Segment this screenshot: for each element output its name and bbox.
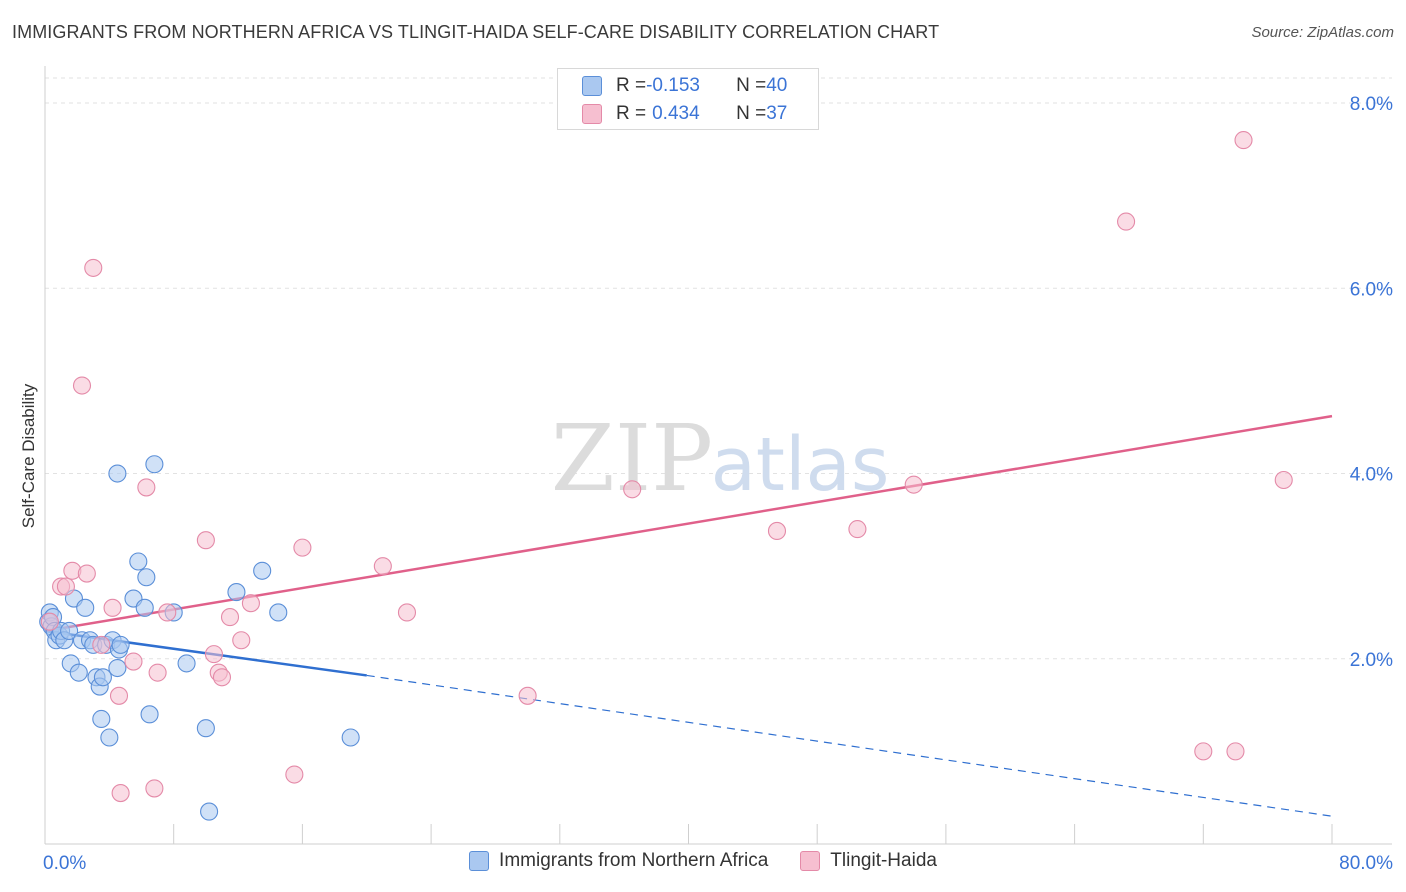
point-northern-africa xyxy=(108,658,127,678)
point-tlingit-haida xyxy=(92,635,111,654)
stats-r-label: R = xyxy=(616,75,647,96)
point-tlingit-haida xyxy=(137,478,156,497)
point-tlingit-haida xyxy=(1274,470,1293,490)
point-tlingit-haida xyxy=(111,784,130,803)
point-tlingit-haida xyxy=(293,538,312,557)
y-tick-label: 4.0% xyxy=(1350,465,1393,486)
y-tick-label: 6.0% xyxy=(1350,279,1393,300)
stats-n-value: 40 xyxy=(766,75,788,96)
point-tlingit-haida xyxy=(148,663,167,682)
legend-item-tlingit-haida[interactable]: Tlingit-Haida xyxy=(800,850,937,872)
point-tlingit-haida xyxy=(196,531,215,550)
y-tick-label: 2.0% xyxy=(1350,650,1393,671)
point-tlingit-haida xyxy=(285,765,304,784)
point-northern-africa xyxy=(269,603,288,622)
point-tlingit-haida xyxy=(72,376,92,395)
stats-r-value: 0.434 xyxy=(652,103,700,124)
stats-n-value: 37 xyxy=(766,103,788,124)
legend-label: Immigrants from Northern Africa xyxy=(499,850,769,871)
legend-label: Tlingit-Haida xyxy=(830,850,937,871)
grid-layer xyxy=(45,77,1392,660)
trend-line-blue-extension xyxy=(366,674,1333,817)
point-tlingit-haida xyxy=(103,598,122,617)
point-tlingit-haida xyxy=(212,668,232,687)
point-tlingit-haida xyxy=(109,686,129,705)
point-northern-africa xyxy=(341,728,360,747)
point-tlingit-haida xyxy=(145,779,164,798)
y-tick-label: 8.0% xyxy=(1350,94,1393,115)
point-northern-africa xyxy=(177,654,196,673)
stats-row-pink: R = 0.434 N = 37 xyxy=(582,101,787,127)
point-northern-africa xyxy=(100,728,119,747)
point-tlingit-haida xyxy=(232,631,251,650)
point-tlingit-haida xyxy=(84,258,103,277)
point-northern-africa xyxy=(227,583,246,602)
point-tlingit-haida xyxy=(124,652,143,671)
point-northern-africa xyxy=(253,561,272,580)
bottom-legend: Immigrants from Northern Africa Tlingit-… xyxy=(0,850,1406,872)
x-tick-label: 0.0% xyxy=(43,853,86,874)
stats-swatch-pink xyxy=(582,104,602,124)
watermark: ZIP atlas xyxy=(551,405,890,512)
point-northern-africa xyxy=(108,464,127,483)
point-northern-africa xyxy=(145,455,164,474)
point-northern-africa xyxy=(129,552,148,571)
point-tlingit-haida xyxy=(1226,742,1245,761)
legend-swatch-pink xyxy=(800,851,821,871)
point-tlingit-haida xyxy=(204,645,223,664)
point-tlingit-haida xyxy=(56,577,75,596)
point-northern-africa xyxy=(200,802,219,821)
point-tlingit-haida xyxy=(373,557,392,576)
stats-row-blue: R = -0.153 N = 40 xyxy=(582,73,787,99)
legend-swatch-blue xyxy=(469,851,490,871)
point-tlingit-haida xyxy=(77,564,96,583)
point-northern-africa xyxy=(60,621,79,641)
point-tlingit-haida xyxy=(1117,212,1136,231)
point-tlingit-haida xyxy=(1194,742,1213,761)
point-northern-africa xyxy=(140,705,159,724)
point-tlingit-haida xyxy=(767,521,787,540)
stats-legend: R = -0.153 N = 40 R = 0.434 N = 37 xyxy=(557,68,819,130)
point-tlingit-haida xyxy=(397,603,417,622)
point-tlingit-haida xyxy=(904,475,923,494)
stats-swatch-blue xyxy=(582,76,602,96)
point-northern-africa xyxy=(76,598,95,617)
points-layer xyxy=(39,131,1293,821)
x-tick-label: 80.0% xyxy=(1339,853,1393,874)
trend-line-pink xyxy=(44,414,1333,633)
watermark-atlas: atlas xyxy=(711,422,890,508)
point-tlingit-haida xyxy=(158,603,177,622)
point-northern-africa xyxy=(135,598,154,617)
chart-title: IMMIGRANTS FROM NORTHERN AFRICA VS TLING… xyxy=(12,22,940,42)
point-tlingit-haida xyxy=(518,686,537,705)
point-tlingit-haida xyxy=(40,612,59,631)
point-tlingit-haida xyxy=(220,608,240,627)
stats-n-label: N = xyxy=(736,103,767,124)
stats-n-label: N = xyxy=(736,75,767,96)
axes-layer: 2.0% 4.0% 6.0% 8.0% 0.0% 80.0% xyxy=(43,66,1393,874)
point-tlingit-haida xyxy=(848,520,867,539)
stats-r-label: R = xyxy=(616,103,647,124)
point-northern-africa xyxy=(137,568,156,587)
point-tlingit-haida xyxy=(1234,131,1253,150)
stats-r-value: -0.153 xyxy=(646,75,700,96)
point-northern-africa xyxy=(69,663,88,682)
y-axis-label: Self-Care Disability xyxy=(19,383,38,528)
point-northern-africa xyxy=(93,668,112,687)
point-tlingit-haida xyxy=(623,480,642,499)
point-northern-africa xyxy=(196,719,215,738)
legend-item-northern-africa[interactable]: Immigrants from Northern Africa xyxy=(469,850,768,872)
point-northern-africa xyxy=(92,709,111,729)
source-label: Source: ZipAtlas.com xyxy=(1251,24,1394,41)
point-northern-africa xyxy=(111,635,130,654)
point-tlingit-haida xyxy=(241,594,260,613)
